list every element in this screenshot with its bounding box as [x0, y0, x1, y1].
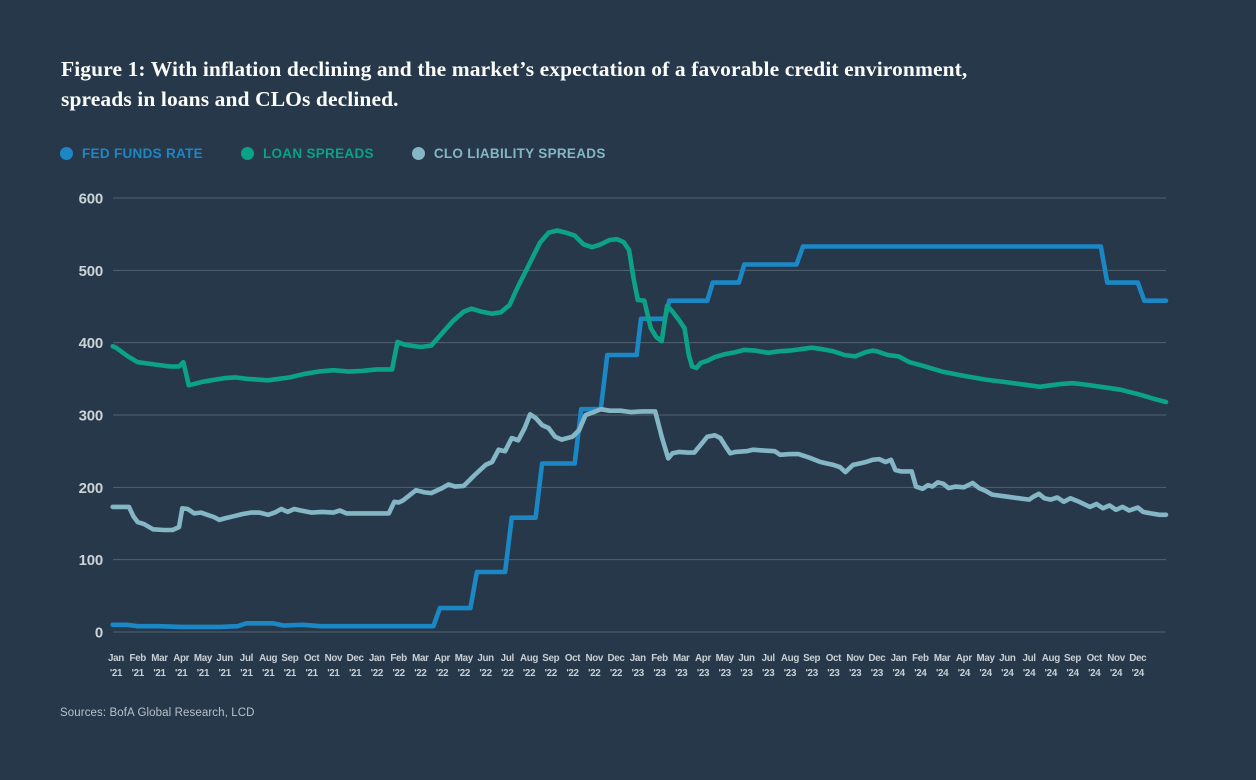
x-tick-label-Nov-22: Nov '22: [585, 653, 603, 679]
fed-funds-legend-dot-icon: [60, 147, 73, 160]
x-tick-label-Dec-24: Dec '24: [1129, 653, 1147, 679]
x-tick-label-Aug-22: Aug '22: [520, 653, 538, 679]
x-tick-label-Jan-22: Jan '22: [369, 653, 385, 679]
x-tick-label-May-22: May '22: [455, 653, 474, 679]
legend-item-loan-spreads: LOAN SPREADS: [240, 146, 374, 161]
x-tick-label-Nov-23: Nov '23: [846, 653, 864, 679]
x-tick-label-Jun-24: Jun '24: [999, 653, 1016, 679]
y-tick-label-200: 200: [79, 480, 103, 497]
x-tick-label-Jun-22: Jun '22: [477, 653, 494, 679]
y-tick-label-300: 300: [79, 408, 103, 425]
y-tick-label-500: 500: [79, 263, 103, 280]
x-tick-label-Jun-23: Jun '23: [738, 653, 755, 679]
x-tick-label-Jan-24: Jan '24: [891, 653, 907, 679]
x-tick-label-Feb-22: Feb '22: [390, 653, 407, 679]
x-tick-label-Nov-21: Nov '21: [325, 653, 343, 679]
x-tick-label-Feb-21: Feb '21: [129, 653, 146, 679]
x-tick-label-Oct-23: Oct '23: [826, 653, 842, 679]
x-tick-label-Dec-23: Dec '23: [868, 653, 886, 679]
series-line-clo-liability-spreads: [110, 406, 1169, 533]
x-tick-label-Apr-21: Apr '21: [173, 653, 189, 679]
x-tick-label-Sep-21: Sep '21: [281, 653, 298, 679]
y-tick-label-0: 0: [95, 625, 103, 642]
x-tick-label-Sep-22: Sep '22: [542, 653, 559, 679]
y-tick-label-600: 600: [79, 191, 103, 208]
x-tick-label-Aug-21: Aug '21: [259, 653, 277, 679]
chart-legend: FED FUNDS RATE LOAN SPREADS CLO LIABILIT…: [60, 146, 606, 161]
x-tick-label-Jan-23: Jan '23: [630, 653, 646, 679]
legend-label-loan-spreads: LOAN SPREADS: [262, 146, 374, 161]
x-tick-label-Nov-24: Nov '24: [1107, 653, 1125, 679]
x-tick-label-Feb-24: Feb '24: [912, 653, 929, 679]
x-tick-label-Jul-21: Jul '21: [240, 653, 254, 679]
y-tick-label-100: 100: [79, 552, 103, 569]
x-tick-label-Mar-21: Mar '21: [151, 653, 168, 679]
x-tick-label-Aug-24: Aug '24: [1042, 653, 1060, 679]
clo-liability-legend-dot-icon: [411, 147, 425, 160]
x-tick-label-Jul-23: Jul '23: [762, 653, 776, 679]
series-line-loan-spreads: [110, 228, 1169, 405]
x-tick-label-Dec-21: Dec '21: [347, 653, 365, 679]
figure-title: Figure 1: With inflation declining and t…: [61, 54, 1211, 114]
source-note: Sources: BofA Global Research, LCD: [60, 707, 255, 719]
x-tick-label-Apr-22: Apr '22: [434, 653, 450, 679]
x-tick-label-Aug-23: Aug '23: [781, 653, 799, 679]
x-tick-label-Sep-23: Sep '23: [803, 653, 820, 679]
x-tick-label-Jul-24: Jul '24: [1022, 653, 1036, 679]
x-tick-label-Jun-21: Jun '21: [216, 653, 233, 679]
x-tick-label-Mar-24: Mar '24: [934, 653, 951, 679]
x-tick-label-May-21: May '21: [194, 653, 213, 679]
legend-item-fed-funds-rate: FED FUNDS RATE: [60, 146, 203, 161]
x-tick-label-Sep-24: Sep '24: [1064, 653, 1081, 679]
series-line-fed-funds-rate: [110, 244, 1169, 630]
y-tick-label-400: 400: [79, 335, 103, 352]
loan-spreads-legend-dot-icon: [240, 147, 254, 160]
x-tick-label-Apr-24: Apr '24: [956, 653, 972, 679]
legend-label-fed-funds-rate: FED FUNDS RATE: [82, 146, 203, 161]
legend-label-clo-liability-spreads: CLO LIABILITY SPREADS: [433, 146, 606, 161]
x-tick-label-Dec-22: Dec '22: [607, 653, 625, 679]
legend-item-clo-liability-spreads: CLO LIABILITY SPREADS: [411, 146, 606, 161]
x-tick-label-Mar-23: Mar '23: [673, 653, 690, 679]
x-tick-label-Oct-24: Oct '24: [1087, 653, 1103, 679]
x-tick-label-May-23: May '23: [716, 653, 735, 679]
x-tick-label-Jan-21: Jan '21: [108, 653, 124, 679]
figure-title-line-1: Figure 1: With inflation declining and t…: [61, 57, 968, 81]
x-tick-label-Mar-22: Mar '22: [412, 653, 429, 679]
x-tick-label-Feb-23: Feb '23: [651, 653, 668, 679]
x-tick-label-Jul-22: Jul '22: [501, 653, 515, 679]
x-tick-label-May-24: May '24: [977, 653, 996, 679]
x-tick-label-Oct-22: Oct '22: [565, 653, 581, 679]
figure-title-line-2: spreads in loans and CLOs declined.: [61, 87, 399, 111]
x-tick-label-Apr-23: Apr '23: [695, 653, 711, 679]
x-tick-label-Oct-21: Oct '21: [304, 653, 320, 679]
